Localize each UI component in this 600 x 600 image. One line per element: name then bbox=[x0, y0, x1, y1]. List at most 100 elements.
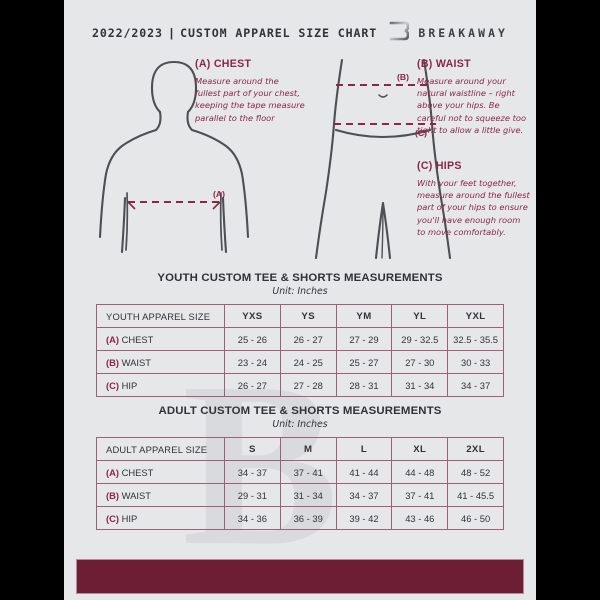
cell: 28 - 31 bbox=[335, 373, 393, 397]
cell: 25 - 27 bbox=[335, 350, 393, 374]
hips-heading: (C) HIPS bbox=[417, 160, 462, 172]
table-header-row: YOUTH APPAREL SIZE YXS YS YM YL YXL bbox=[96, 304, 504, 328]
upper-body-figure bbox=[98, 60, 250, 254]
youth-col-4: YXL bbox=[447, 304, 504, 328]
cell: 31 - 34 bbox=[279, 483, 337, 507]
youth-col-1: YS bbox=[279, 304, 337, 328]
brand-lockup: BREAKAWAY bbox=[387, 20, 508, 46]
youth-col-0: YXS bbox=[224, 304, 281, 328]
row-tag: (B) bbox=[106, 489, 120, 501]
youth-row-label-hip: (C) HIP bbox=[96, 373, 225, 397]
adult-section: ADULT CUSTOM TEE & SHORTS MEASUREMENTS U… bbox=[64, 405, 536, 530]
cell: 31 - 34 bbox=[391, 373, 449, 397]
adult-col-2: L bbox=[335, 437, 393, 461]
youth-section-title: YOUTH CUSTOM TEE & SHORTS MEASUREMENTS bbox=[157, 272, 443, 284]
cell: 27 - 28 bbox=[279, 373, 337, 397]
cell: 29 - 32.5 bbox=[391, 327, 449, 351]
adult-col-1: M bbox=[279, 437, 337, 461]
row-tag: (C) bbox=[106, 512, 120, 524]
cell: 26 - 27 bbox=[224, 373, 281, 397]
cell: 37 - 41 bbox=[279, 460, 337, 484]
chest-instruction-block: (A) CHEST Measure around the fullest par… bbox=[195, 58, 305, 124]
cell: 34 - 37 bbox=[447, 373, 504, 397]
adult-col-0: S bbox=[224, 437, 281, 461]
adult-header-label: ADULT APPAREL SIZE bbox=[96, 437, 225, 461]
cell: 41 - 45.5 bbox=[447, 483, 504, 507]
youth-section: YOUTH CUSTOM TEE & SHORTS MEASUREMENTS U… bbox=[64, 272, 536, 397]
cell: 39 - 42 bbox=[335, 506, 393, 530]
youth-row-label-waist: (B) WAIST bbox=[96, 350, 225, 374]
row-label: HIP bbox=[121, 512, 138, 524]
breakaway-b-monogram-icon bbox=[388, 21, 410, 44]
youth-col-2: YM bbox=[335, 304, 393, 328]
table-row: (A) CHEST 25 - 26 26 - 27 27 - 29 29 - 3… bbox=[96, 327, 504, 351]
table-row: (C) HIP 26 - 27 27 - 28 28 - 31 31 - 34 … bbox=[96, 373, 504, 397]
cell: 30 - 33 bbox=[447, 350, 504, 374]
adult-size-table: ADULT APPAREL SIZE S M L XL 2XL (A) CHES… bbox=[96, 437, 504, 530]
header-separator: | bbox=[169, 26, 174, 40]
table-row: (A) CHEST 34 - 37 37 - 41 41 - 44 44 - 4… bbox=[96, 460, 504, 484]
size-chart-page: B 2022/2023 | CUSTOM APPAREL SIZE CHART … bbox=[64, 0, 536, 600]
row-tag: (B) bbox=[106, 356, 120, 368]
cell: 32.5 - 35.5 bbox=[447, 327, 504, 351]
header-season: 2022/2023 bbox=[92, 26, 163, 40]
adult-section-unit: Unit: Inches bbox=[272, 419, 328, 430]
row-label: WAIST bbox=[121, 489, 151, 501]
chest-marker-label: (A) bbox=[213, 189, 225, 199]
waist-marker-label: (B) bbox=[397, 72, 409, 82]
cell: 34 - 37 bbox=[335, 483, 393, 507]
adult-section-title: ADULT CUSTOM TEE & SHORTS MEASUREMENTS bbox=[158, 405, 442, 417]
cell: 34 - 37 bbox=[224, 460, 281, 484]
cell: 36 - 39 bbox=[279, 506, 337, 530]
youth-row-label-chest: (A) CHEST bbox=[96, 327, 225, 351]
cell: 26 - 27 bbox=[279, 327, 337, 351]
adult-col-3: XL bbox=[391, 437, 449, 461]
page-header: 2022/2023 | CUSTOM APPAREL SIZE CHART BR… bbox=[64, 20, 536, 46]
cell: 43 - 46 bbox=[391, 506, 449, 530]
adult-col-4: 2XL bbox=[447, 437, 504, 461]
adult-row-label-hip: (C) HIP bbox=[96, 506, 225, 530]
row-tag: (A) bbox=[106, 333, 120, 345]
row-tag: (C) bbox=[106, 379, 120, 391]
row-label: CHEST bbox=[121, 333, 154, 345]
youth-col-3: YL bbox=[391, 304, 449, 328]
row-label: CHEST bbox=[121, 466, 154, 478]
row-tag: (A) bbox=[106, 466, 120, 478]
brand-name: BREAKAWAY bbox=[418, 26, 508, 40]
cell: 23 - 24 bbox=[224, 350, 281, 374]
waist-description: Measure around your natural waistline – … bbox=[417, 76, 527, 135]
table-header-row: ADULT APPAREL SIZE S M L XL 2XL bbox=[96, 437, 504, 461]
chest-description: Measure around the fullest part of your … bbox=[195, 76, 305, 123]
hips-marker-label: (C) bbox=[415, 128, 427, 138]
cell: 46 - 50 bbox=[447, 506, 504, 530]
table-row: (C) HIP 34 - 36 36 - 39 39 - 42 43 - 46 … bbox=[96, 506, 504, 530]
row-label: WAIST bbox=[121, 356, 151, 368]
cell: 25 - 26 bbox=[224, 327, 281, 351]
waist-heading: (B) WAIST bbox=[417, 58, 471, 70]
table-row: (B) WAIST 29 - 31 31 - 34 34 - 37 37 - 4… bbox=[96, 483, 504, 507]
row-label: HIP bbox=[121, 379, 138, 391]
cell: 37 - 41 bbox=[391, 483, 449, 507]
adult-row-label-waist: (B) WAIST bbox=[96, 483, 225, 507]
youth-header-label: YOUTH APPAREL SIZE bbox=[96, 304, 225, 328]
body-figures-svg: (A) (B) (C) bbox=[98, 58, 452, 260]
table-row: (B) WAIST 23 - 24 24 - 25 25 - 27 27 - 3… bbox=[96, 350, 504, 374]
measurement-illustrations: (A) (B) (C) (A) CHEST Measure around the… bbox=[64, 52, 536, 267]
page-title: CUSTOM APPAREL SIZE CHART bbox=[180, 26, 378, 40]
adult-row-label-chest: (A) CHEST bbox=[96, 460, 225, 484]
hips-description: With your feet together, measure around … bbox=[417, 178, 530, 237]
youth-size-table: YOUTH APPAREL SIZE YXS YS YM YL YXL (A) … bbox=[96, 304, 504, 397]
cell: 24 - 25 bbox=[279, 350, 337, 374]
chest-measure-line bbox=[127, 201, 221, 210]
waist-instruction-block: (B) WAIST Measure around your natural wa… bbox=[417, 58, 529, 136]
cell: 41 - 44 bbox=[335, 460, 393, 484]
cell: 48 - 52 bbox=[447, 460, 504, 484]
cell: 34 - 36 bbox=[224, 506, 281, 530]
cell: 44 - 48 bbox=[391, 460, 449, 484]
lower-body-figure bbox=[314, 58, 452, 260]
youth-section-unit: Unit: Inches bbox=[272, 286, 328, 297]
cell: 27 - 30 bbox=[391, 350, 449, 374]
chest-heading: (A) CHEST bbox=[195, 58, 252, 70]
cell: 27 - 29 bbox=[335, 327, 393, 351]
hips-instruction-block: (C) HIPS With your feet together, measur… bbox=[417, 160, 531, 238]
